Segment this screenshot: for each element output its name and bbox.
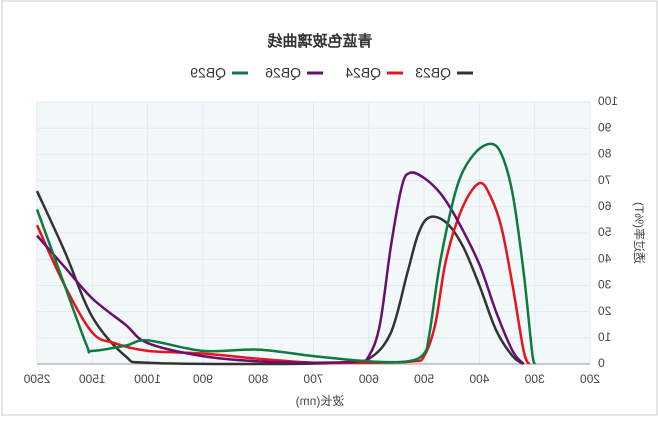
x-tick-label: 200: [580, 372, 600, 386]
x-tick-label: 500: [414, 372, 434, 386]
y-tick-label: 0: [598, 356, 605, 370]
x-tick-label: 400: [469, 372, 489, 386]
x-axis-title: 波长(nm): [296, 394, 345, 408]
x-tick-label: 1000: [134, 372, 161, 386]
legend-label: QB23: [415, 65, 451, 81]
x-tick-label: 2500: [23, 372, 50, 386]
x-tick-label: 1500: [79, 372, 106, 386]
series-line: [36, 171, 525, 365]
y-tick-label: 40: [598, 251, 612, 265]
y-tick-label: 90: [598, 120, 612, 134]
y-tick-label: 70: [598, 173, 612, 187]
y-tick-label: 100: [598, 94, 618, 108]
x-tick-label: 600: [358, 372, 378, 386]
x-tick-label: 700: [303, 372, 323, 386]
x-tick-label: 300: [524, 372, 544, 386]
legend-label: QB24: [345, 65, 381, 81]
series-line: [35, 142, 536, 365]
y-axis-title: 透过率(%T): [632, 202, 647, 264]
y-tick-label: 30: [598, 278, 612, 292]
x-tick-label: 800: [248, 372, 268, 386]
y-tick-label: 60: [598, 199, 612, 213]
series-line: [35, 190, 525, 366]
series-line: [35, 181, 531, 365]
y-tick-label: 80: [598, 147, 612, 161]
y-tick-label: 20: [598, 304, 612, 318]
y-tick-label: 50: [598, 225, 612, 239]
legend-label: QB29: [190, 65, 226, 81]
y-tick-label: 10: [598, 330, 612, 344]
x-tick-label: 900: [193, 372, 213, 386]
chart-title: 青蓝色玻璃曲线: [267, 32, 372, 50]
legend-label: QB26: [265, 65, 301, 81]
